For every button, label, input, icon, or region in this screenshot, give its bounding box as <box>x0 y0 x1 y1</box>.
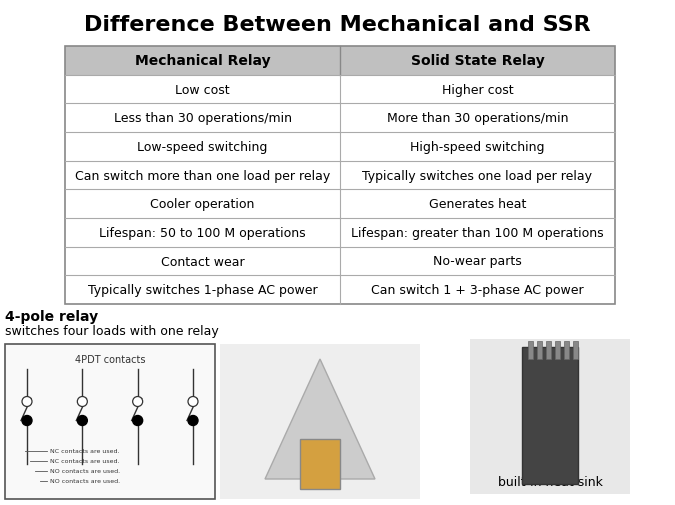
Text: NO contacts are used.: NO contacts are used. <box>50 479 120 484</box>
Text: NO contacts are used.: NO contacts are used. <box>50 469 120 474</box>
Bar <box>573 341 578 359</box>
Text: Low cost: Low cost <box>176 83 230 96</box>
Text: Mechanical Relay: Mechanical Relay <box>135 54 270 68</box>
Text: switches four loads with one relay: switches four loads with one relay <box>5 324 219 337</box>
Text: Contact wear: Contact wear <box>161 255 244 268</box>
Bar <box>528 341 533 359</box>
Circle shape <box>133 397 142 407</box>
Text: Difference Between Mechanical and SSR: Difference Between Mechanical and SSR <box>84 15 591 35</box>
Text: Typically switches one load per relay: Typically switches one load per relay <box>362 169 593 182</box>
Text: 4-pole relay: 4-pole relay <box>5 310 98 323</box>
Text: Low-speed switching: Low-speed switching <box>137 140 268 154</box>
Bar <box>555 341 560 359</box>
Text: More than 30 operations/min: More than 30 operations/min <box>387 112 568 125</box>
Bar <box>537 341 542 359</box>
Bar <box>220 344 420 499</box>
Text: Typically switches 1-phase AC power: Typically switches 1-phase AC power <box>88 284 317 296</box>
Text: Can switch 1 + 3-phase AC power: Can switch 1 + 3-phase AC power <box>371 284 584 296</box>
Text: High-speed switching: High-speed switching <box>410 140 545 154</box>
Circle shape <box>133 416 142 426</box>
Text: G3PJ: G3PJ <box>532 457 568 471</box>
Bar <box>522 347 578 484</box>
Polygon shape <box>265 359 375 479</box>
Circle shape <box>78 416 87 426</box>
Bar <box>470 339 630 494</box>
Circle shape <box>78 397 87 407</box>
Text: NC contacts are used.: NC contacts are used. <box>50 459 119 464</box>
Circle shape <box>188 397 198 407</box>
Text: Less than 30 operations/min: Less than 30 operations/min <box>113 112 292 125</box>
Circle shape <box>22 416 32 426</box>
Bar <box>300 439 340 489</box>
Text: 4PDT contacts: 4PDT contacts <box>75 355 145 364</box>
Text: Solid State Relay: Solid State Relay <box>410 54 544 68</box>
Text: Can switch more than one load per relay: Can switch more than one load per relay <box>75 169 330 182</box>
Text: NC contacts are used.: NC contacts are used. <box>50 448 119 453</box>
Text: Higher cost: Higher cost <box>441 83 513 96</box>
Text: Lifespan: greater than 100 M operations: Lifespan: greater than 100 M operations <box>351 226 604 239</box>
Bar <box>564 341 569 359</box>
Text: No-wear parts: No-wear parts <box>433 255 522 268</box>
Bar <box>65 47 615 76</box>
Text: Cooler operation: Cooler operation <box>151 198 254 211</box>
Text: Lifespan: 50 to 100 M operations: Lifespan: 50 to 100 M operations <box>99 226 306 239</box>
Circle shape <box>188 416 198 426</box>
Bar <box>5 344 215 499</box>
Circle shape <box>22 397 32 407</box>
Bar <box>65 47 615 305</box>
Text: Generates heat: Generates heat <box>429 198 526 211</box>
Bar <box>546 341 551 359</box>
Text: built-in heat sink: built-in heat sink <box>497 475 602 488</box>
